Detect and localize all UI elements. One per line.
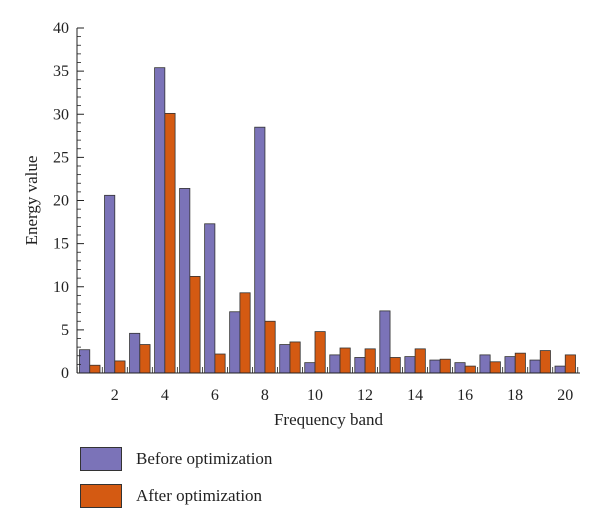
x-tick-label-2: 2 [111,387,119,404]
x-tick-label-12: 12 [357,387,373,404]
bar-after-band-6 [214,353,226,374]
legend-item-before: Before optimization [80,446,272,472]
bar-after-band-10 [314,331,326,374]
legend-label-before: Before optimization [136,449,273,468]
legend-label-after: After optimization [136,486,263,505]
bar-after-band-17 [489,361,501,374]
bar-before-band-9 [279,344,291,374]
bar-before-band-19 [529,359,541,374]
bar-after-band-3 [139,344,151,374]
x-tick-label-6: 6 [211,387,219,404]
bar-after-band-14 [414,348,426,374]
y-axis-title: Energy value [22,156,41,246]
bar-before-band-6 [204,223,216,374]
bar-before-band-11 [329,354,341,374]
x-tick-label-8: 8 [261,387,269,404]
bar-before-band-16 [454,362,466,374]
bar-before-band-3 [129,332,141,374]
x-axis-title: Frequency band [274,410,384,429]
x-tick-label-4: 4 [161,387,169,404]
x-tick-label-16: 16 [457,387,473,404]
bar-before-band-18 [504,356,516,374]
bar-after-band-16 [464,365,476,374]
bar-after-band-7 [239,292,251,374]
legend: Before optimization After optimization [80,446,272,520]
y-tick-label-10: 10 [53,279,69,296]
bar-after-band-12 [364,348,376,374]
bar-after-band-19 [539,350,551,374]
bar-before-band-8 [254,126,266,374]
bar-after-band-20 [564,354,576,374]
bar-before-band-4 [154,67,166,374]
bar-before-band-15 [429,359,441,374]
y-tick-label-30: 30 [53,106,69,123]
bar-before-band-10 [304,362,316,374]
y-tick-label-25: 25 [53,149,69,166]
bar-after-band-2 [114,360,126,374]
bar-after-band-5 [189,275,201,374]
x-tick-label-20: 20 [557,387,573,404]
bar-after-band-8 [264,320,276,374]
x-tick-label-18: 18 [507,387,523,404]
x-tick-label-14: 14 [407,387,423,404]
bar-after-band-1 [89,364,101,374]
legend-item-after: After optimization [80,483,272,509]
x-tick-label-10: 10 [307,387,323,404]
bar-before-band-1 [79,349,91,374]
y-tick-label-5: 5 [61,322,69,339]
energy-bar-chart: 0 5 10 15 20 25 30 35 40 2 4 6 8 10 12 14 16 18 20 Frequen… [22,20,580,429]
bar-before-band-20 [554,365,566,374]
bar-after-band-15 [439,358,451,374]
bar-after-band-4 [164,112,176,374]
legend-swatch-after [80,484,122,508]
bar-before-band-2 [104,194,116,374]
bar-before-band-13 [379,310,391,374]
y-tick-label-20: 20 [53,193,69,210]
bar-after-band-11 [339,347,351,374]
bar-after-band-9 [289,341,301,374]
ticks-layer: 0 5 10 15 20 25 30 35 40 2 4 6 8 10 12 14 16 18 20 [53,20,579,404]
bar-before-band-5 [179,188,191,374]
bar-after-band-13 [389,357,401,374]
y-tick-label-15: 15 [53,236,69,253]
bar-before-band-17 [479,354,491,374]
bar-before-band-12 [354,357,366,374]
y-tick-label-35: 35 [53,63,69,80]
bar-after-band-18 [514,352,526,374]
axes-layer [76,28,580,374]
bars-layer [79,67,576,374]
bar-before-band-14 [404,356,416,374]
legend-swatch-before [80,447,122,471]
y-tick-label-0: 0 [61,365,69,382]
y-tick-label-40: 40 [53,20,69,37]
bar-before-band-7 [229,311,241,374]
